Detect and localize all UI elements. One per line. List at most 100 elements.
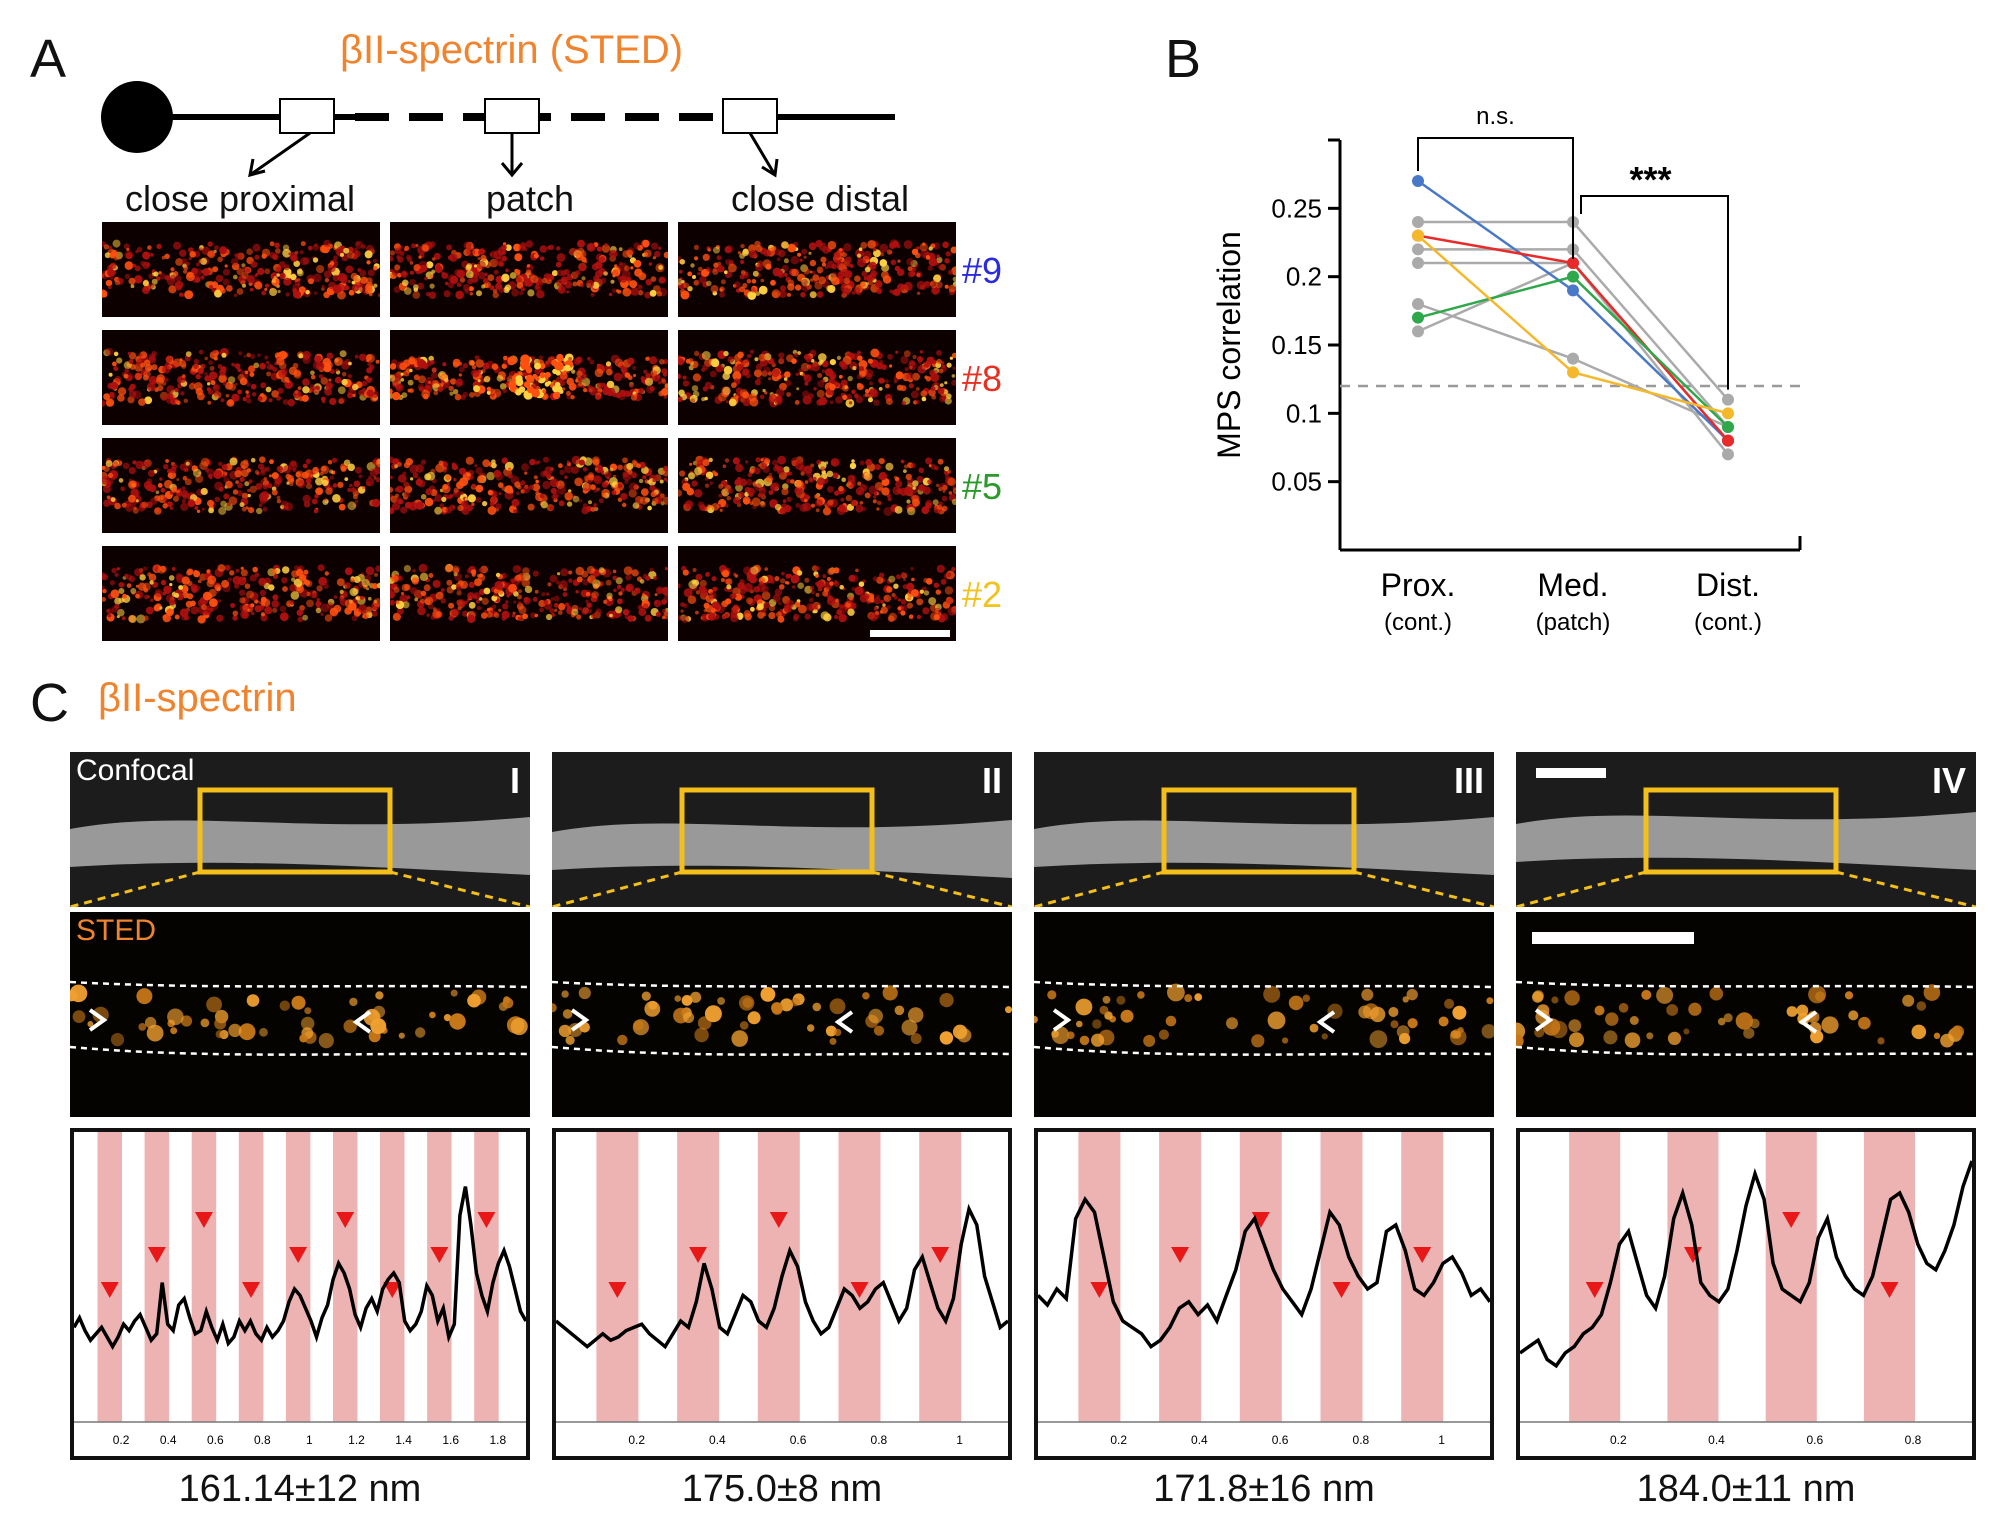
row-label-8: #8: [962, 358, 1003, 399]
series-point: [1567, 352, 1579, 365]
x-tick-label: 0.4: [709, 1433, 726, 1447]
series-point: [1567, 284, 1579, 297]
panel-roman-numeral: II: [981, 760, 1002, 801]
intensity-profile-plot: 0.2 0.4 0.6 0.8 1: [1034, 1128, 1494, 1460]
x-tick-label: 0.6: [790, 1433, 807, 1447]
intensity-profile-plot: 0.2 0.4 0.6 0.8 1 1.2 1.4 1.6 1.8: [70, 1128, 530, 1460]
peak-marker: [242, 1282, 261, 1298]
x-category-label: Dist.: [1696, 567, 1760, 603]
x-tick-label: 0.2: [113, 1433, 130, 1447]
chevron-left-icon: [834, 1010, 854, 1034]
x-tick-label: 0.4: [160, 1433, 177, 1447]
series-point: [1722, 421, 1734, 433]
x-tick-label: 0.6: [1806, 1433, 1823, 1447]
peak-marker: [1880, 1282, 1899, 1298]
x-tick-label: 0.2: [1610, 1433, 1627, 1447]
scale-bar: [870, 630, 950, 637]
confocal-image: I Confocal: [70, 752, 530, 907]
chevron-right-icon: [1052, 1008, 1072, 1032]
peak-marker: [1251, 1212, 1270, 1228]
peak-marker: [430, 1247, 449, 1263]
y-tick-label: 0.2: [1286, 262, 1322, 292]
peak-marker: [1413, 1247, 1432, 1263]
peak-marker: [1782, 1212, 1801, 1228]
sted-image: [1516, 912, 1976, 1117]
sted-image: [102, 546, 380, 641]
series-point: [1412, 216, 1424, 228]
confocal-image: II: [552, 752, 1012, 907]
roi-box: [197, 787, 393, 875]
sted-image: [102, 222, 380, 317]
intensity-profile-plot: 0.2 0.4 0.6 0.8: [1516, 1128, 1976, 1460]
sted-image: [678, 222, 956, 317]
peak-marker: [850, 1282, 869, 1298]
y-axis-label: MPS correlation: [1211, 231, 1247, 459]
x-tick-label: 1: [306, 1433, 313, 1447]
x-tick-label: 1: [956, 1433, 963, 1447]
row-label-9: #9: [962, 250, 1003, 291]
intensity-profile-line: [74, 1186, 526, 1351]
sted-image: [390, 222, 668, 317]
sted-image: [678, 438, 956, 533]
series-point: [1722, 393, 1734, 406]
confocal-image: III: [1034, 752, 1494, 907]
series-point: [1412, 229, 1424, 242]
chevron-left-icon: [1316, 1010, 1336, 1034]
sted-image: [678, 546, 956, 641]
series-point: [1412, 311, 1424, 324]
chevron-right-icon: [88, 1008, 108, 1032]
scale-bar: [1536, 768, 1606, 778]
x-tick-label: 1.8: [489, 1433, 506, 1447]
series-point: [1412, 175, 1424, 187]
series-point: [1567, 257, 1579, 269]
periodicity-measurement: 175.0±8 nm: [681, 1468, 883, 1510]
bracket-ns: [1417, 137, 1574, 259]
scale-bar: [1532, 932, 1694, 944]
x-tick-label: 1.6: [442, 1433, 459, 1447]
series-point: [1412, 298, 1424, 310]
panel-a-letter: A: [30, 29, 67, 89]
sted-label: STED: [76, 914, 157, 947]
peak-marker: [477, 1212, 496, 1228]
x-category-label: Med.: [1537, 567, 1608, 603]
location-label-patch: patch: [485, 178, 575, 219]
y-tick-label: 0.05: [1271, 467, 1322, 497]
intensity-profile-line: [1520, 1160, 1972, 1369]
series-point: [1567, 270, 1579, 283]
sted-image: STED: [70, 912, 530, 1117]
panel-roman-numeral: IV: [1931, 760, 1966, 801]
x-tick-label: 1: [1438, 1433, 1445, 1447]
peak-marker: [289, 1247, 308, 1263]
series-point: [1722, 434, 1734, 447]
panel-roman-numeral: I: [509, 760, 520, 801]
chevron-left-icon: [352, 1010, 372, 1034]
panel-a-title: βII-spectrin (STED): [340, 28, 684, 72]
peak-marker: [383, 1282, 402, 1298]
peak-marker: [1585, 1282, 1604, 1298]
peak-marker: [769, 1212, 788, 1228]
peak-marker: [931, 1247, 950, 1263]
series-point: [1722, 448, 1734, 461]
x-tick-label: 0.8: [254, 1433, 271, 1447]
sted-image: [1034, 912, 1494, 1117]
location-label-proximal: close proximal: [124, 178, 356, 219]
sted-image: [678, 330, 956, 425]
confocal-image: IV: [1516, 752, 1976, 907]
peak-marker: [689, 1247, 708, 1263]
series-line: [1417, 302, 1729, 429]
intensity-profile-plot: 0.2 0.4 0.6 0.8 1: [552, 1128, 1012, 1460]
sted-image: [390, 330, 668, 425]
x-tick-label: 1.4: [395, 1433, 412, 1447]
confocal-label: Confocal: [76, 754, 195, 787]
x-tick-label: 0.6: [207, 1433, 224, 1447]
y-tick-label: 0.15: [1271, 330, 1322, 360]
x-category-sublabel: (patch): [1536, 609, 1611, 636]
chevron-right-icon: [570, 1008, 590, 1032]
sted-image: [102, 438, 380, 533]
y-tick-label: 0.25: [1271, 193, 1322, 223]
x-tick-label: 0.6: [1272, 1433, 1289, 1447]
intensity-profile-line: [556, 1203, 1008, 1350]
y-tick-label: 0.1: [1286, 398, 1322, 428]
peak-marker: [194, 1212, 213, 1228]
peak-marker: [608, 1282, 627, 1298]
